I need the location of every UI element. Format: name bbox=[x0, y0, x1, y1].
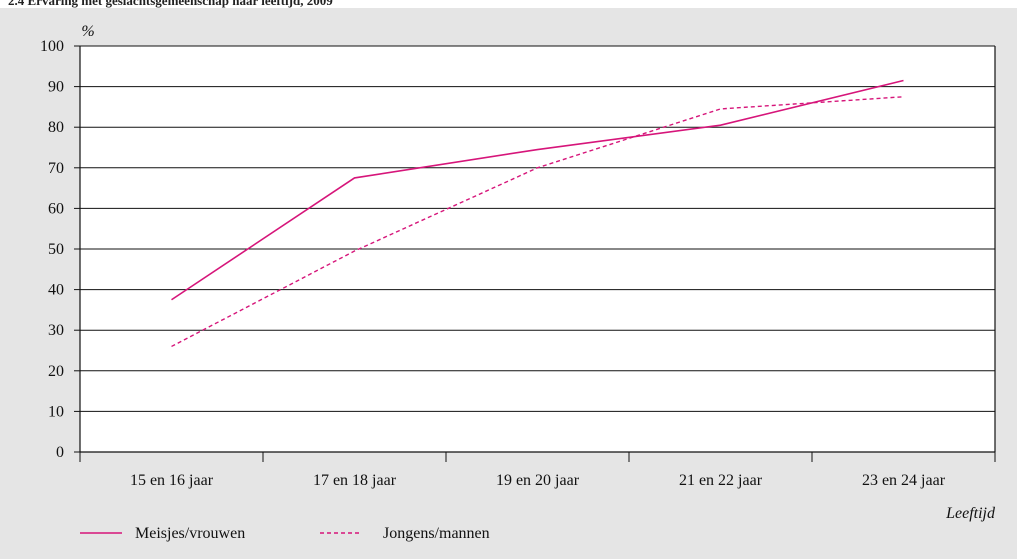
y-tick-label: 100 bbox=[40, 38, 64, 55]
x-tick-label: 17 en 18 jaar bbox=[313, 472, 397, 489]
grid-layer bbox=[80, 45, 995, 453]
x-axis-label: Leeftijd bbox=[945, 505, 996, 522]
y-tick-label: 60 bbox=[48, 200, 64, 217]
y-axis-label: % bbox=[81, 23, 94, 40]
x-tick-label: 21 en 22 jaar bbox=[679, 472, 763, 489]
y-tick-label: 30 bbox=[48, 322, 64, 339]
legend: Meisjes/vrouwen Jongens/mannen bbox=[80, 525, 490, 542]
y-tick-label: 10 bbox=[48, 403, 64, 420]
legend-label: Meisjes/vrouwen bbox=[135, 525, 245, 542]
y-tick-label: 20 bbox=[48, 363, 64, 380]
x-tick-label: 15 en 16 jaar bbox=[130, 472, 214, 489]
y-tick-label: 90 bbox=[48, 79, 64, 96]
label-layer: 0 10 20 30 40 50 60 70 80 90 100 15 en 16 jaar 17 en… bbox=[40, 23, 996, 522]
x-tick-label: 19 en 20 jaar bbox=[496, 472, 580, 489]
figure-heading: 2.4 Ervaring met geslachtsgemeenschap na… bbox=[8, 0, 333, 8]
y-tick-label: 50 bbox=[48, 241, 64, 258]
axis-layer bbox=[74, 45, 996, 462]
chart-panel: 0 10 20 30 40 50 60 70 80 90 100 15 en 16 jaar 17 en… bbox=[0, 8, 1017, 559]
y-tick-label: 70 bbox=[48, 160, 64, 177]
legend-label: Jongens/mannen bbox=[383, 525, 490, 542]
series-layer bbox=[171, 79, 904, 348]
line-chart: 0 10 20 30 40 50 60 70 80 90 100 15 en 16 jaar 17 en… bbox=[40, 23, 996, 542]
y-tick-label: 80 bbox=[48, 119, 64, 136]
x-tick-label: 23 en 24 jaar bbox=[862, 472, 946, 489]
y-tick-label: 40 bbox=[48, 282, 64, 299]
y-tick-label: 0 bbox=[56, 444, 64, 461]
